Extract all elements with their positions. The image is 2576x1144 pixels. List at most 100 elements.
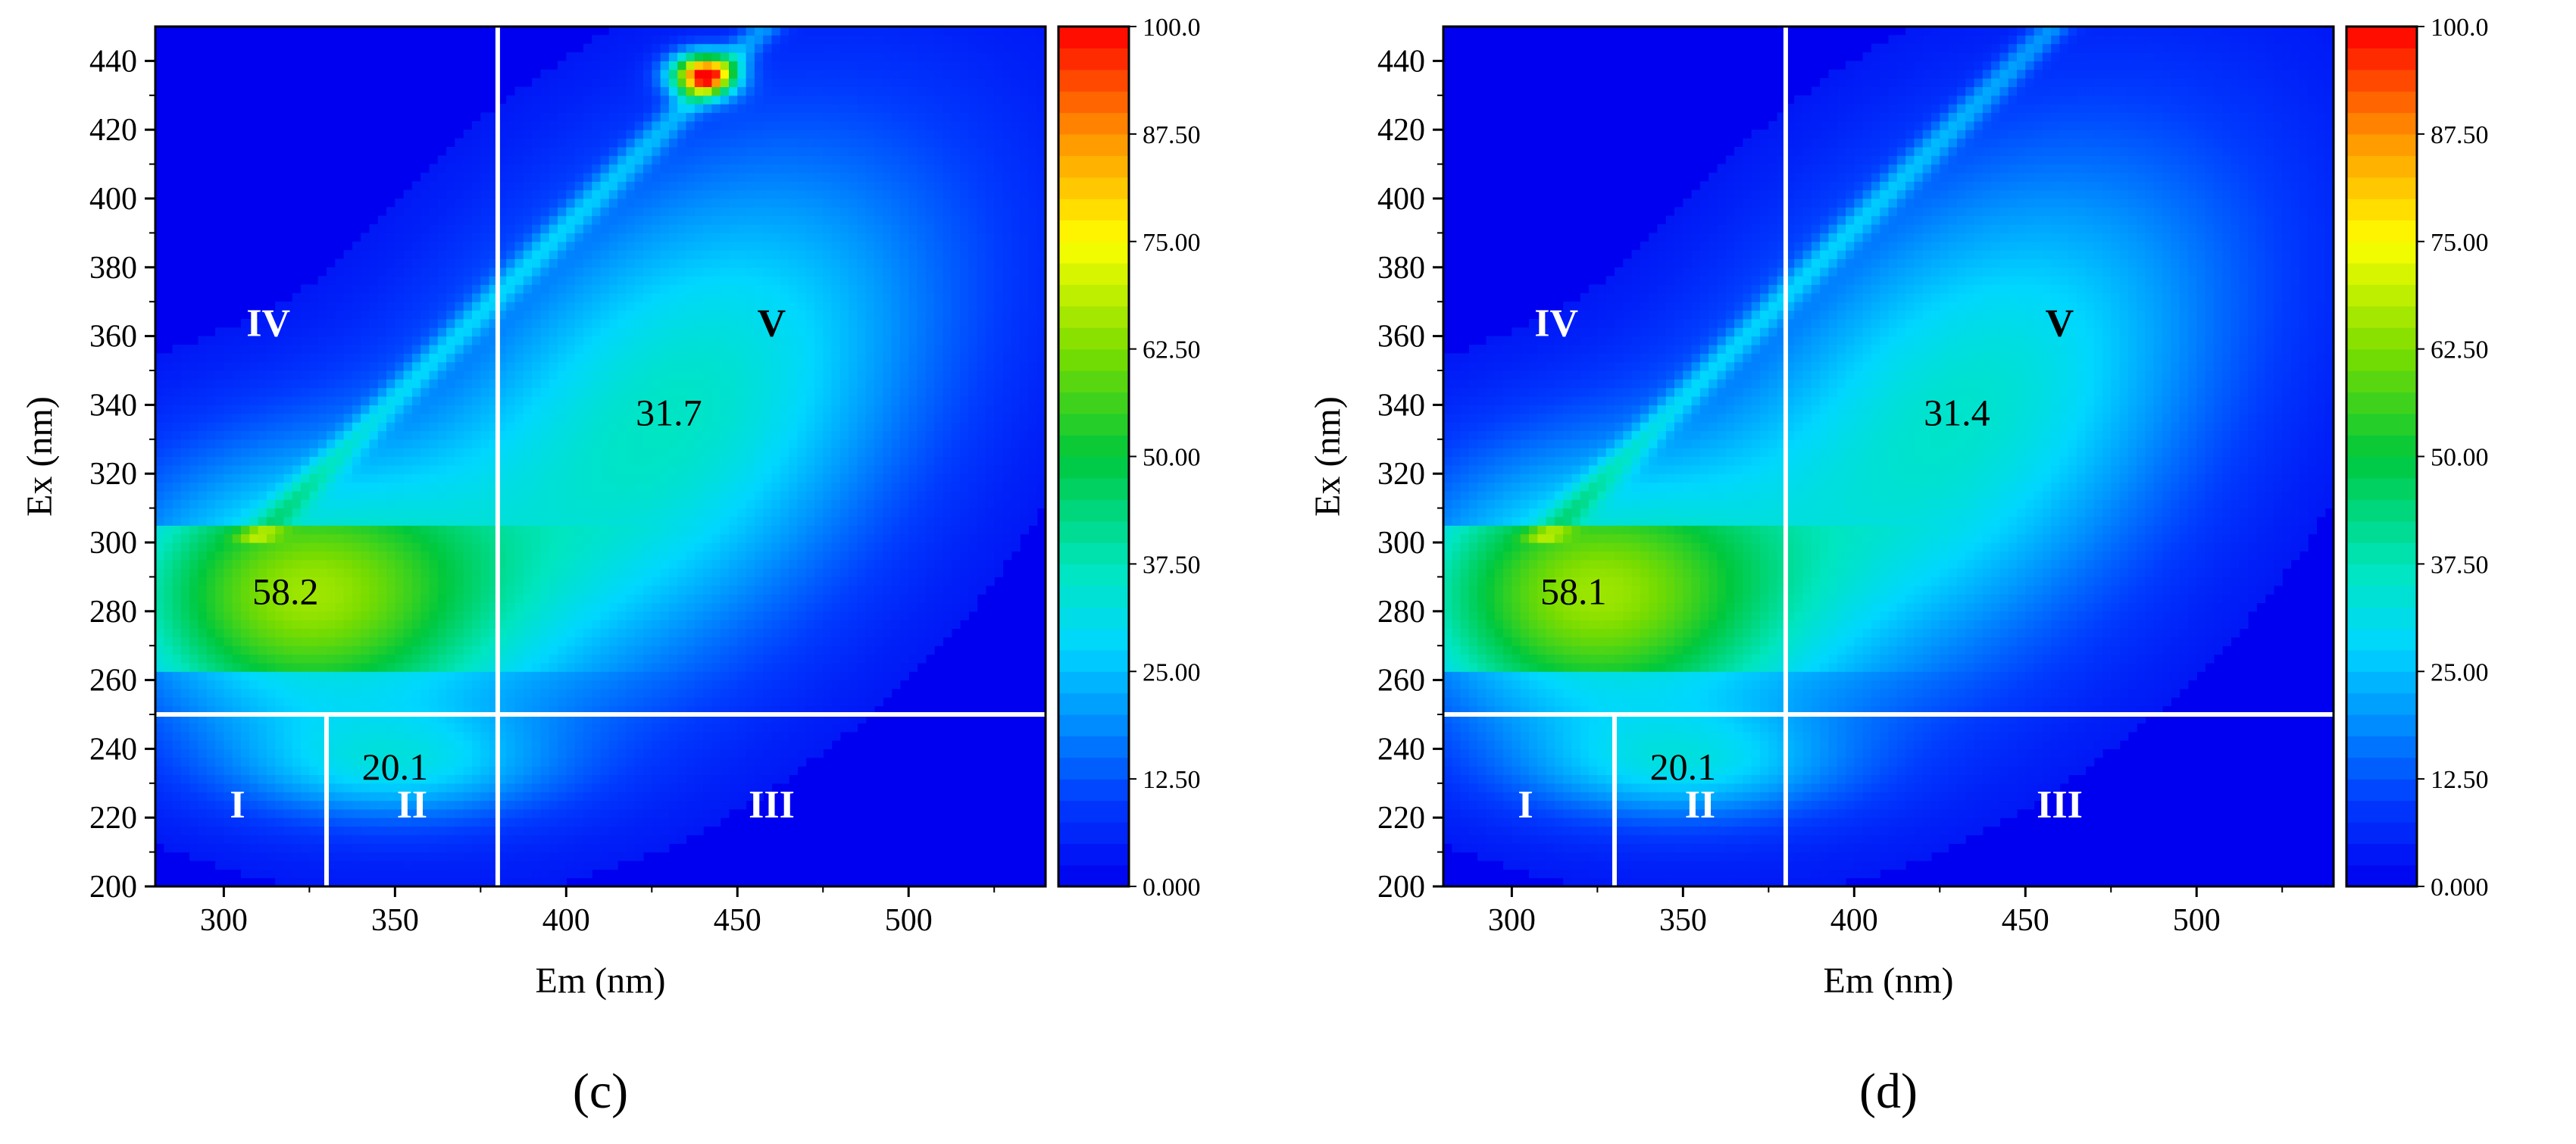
heatmap-cell <box>574 276 584 286</box>
heatmap-cell <box>660 817 670 827</box>
heatmap-cell <box>155 757 164 767</box>
heatmap-cell <box>643 361 652 371</box>
heatmap-cell <box>172 370 182 380</box>
heatmap-cell <box>626 645 636 655</box>
heatmap-cell <box>189 783 199 792</box>
heatmap-cell <box>437 714 447 724</box>
heatmap-cell <box>446 800 455 810</box>
heatmap-cell <box>480 808 490 818</box>
heatmap-cell <box>480 852 490 861</box>
heatmap-cell <box>172 490 182 500</box>
heatmap-cell <box>592 52 602 61</box>
heatmap-cell <box>411 267 421 277</box>
heatmap-cell <box>206 568 216 577</box>
heatmap-cell <box>361 336 370 345</box>
heatmap-cell <box>472 740 481 749</box>
heatmap-cell <box>266 869 276 879</box>
heatmap-cell <box>506 705 516 715</box>
heatmap-cell <box>574 800 584 810</box>
heatmap-cell <box>592 189 602 199</box>
heatmap-cell <box>480 112 490 122</box>
heatmap-cell <box>446 817 455 827</box>
heatmap-cell <box>583 69 592 79</box>
heatmap-cell <box>455 680 464 689</box>
heatmap-cell <box>164 439 174 449</box>
heatmap-cell <box>592 464 602 474</box>
heatmap-cell <box>540 241 550 251</box>
heatmap-cell <box>155 456 164 466</box>
heatmap-cell <box>411 464 421 474</box>
heatmap-cell <box>506 164 516 173</box>
heatmap-cell <box>437 731 447 741</box>
heatmap-cell <box>395 542 405 552</box>
heatmap-cell <box>583 448 592 457</box>
heatmap-cell <box>292 302 302 311</box>
heatmap-cell <box>172 430 182 440</box>
heatmap-cell <box>249 533 259 543</box>
heatmap-cell <box>241 439 250 449</box>
heatmap-cell <box>403 705 413 715</box>
heatmap-cell <box>583 662 592 672</box>
heatmap-cell <box>660 766 670 775</box>
heatmap-cell <box>626 800 636 810</box>
heatmap-cell <box>283 336 293 345</box>
heatmap-cell <box>489 422 499 431</box>
heatmap-cell <box>514 198 524 208</box>
heatmap-cell <box>472 766 481 775</box>
heatmap-cell <box>198 749 208 758</box>
heatmap-cell <box>437 697 447 707</box>
heatmap-cell <box>463 861 473 870</box>
heatmap-cell <box>558 146 567 156</box>
heatmap-cell <box>403 482 413 492</box>
heatmap-cell <box>275 602 285 612</box>
heatmap-cell <box>411 310 421 320</box>
heatmap-cell <box>583 705 592 715</box>
heatmap-cell <box>241 430 250 440</box>
heatmap-cell <box>668 233 678 242</box>
heatmap-cell <box>206 474 216 483</box>
heatmap-cell <box>514 345 524 354</box>
heatmap-cell <box>523 602 533 612</box>
heatmap-cell <box>189 542 199 552</box>
heatmap-cell <box>446 705 455 715</box>
heatmap-cell <box>617 327 627 337</box>
heatmap-cell <box>472 164 481 173</box>
heatmap-cell <box>420 662 430 672</box>
heatmap-cell <box>266 517 276 526</box>
heatmap-cell <box>472 602 481 612</box>
heatmap-cell <box>395 852 405 861</box>
heatmap-cell <box>369 387 379 397</box>
heatmap-cell <box>523 86 533 96</box>
heatmap-cell <box>420 499 430 509</box>
heatmap-cell <box>429 456 439 466</box>
heatmap-cell <box>592 843 602 853</box>
heatmap-cell <box>668 448 678 457</box>
heatmap-cell <box>574 310 584 320</box>
heatmap-cell <box>660 86 670 96</box>
heatmap-cell <box>660 112 670 122</box>
heatmap-cell <box>258 834 267 844</box>
heatmap-cell <box>180 353 190 363</box>
heatmap-cell <box>617 774 627 784</box>
heatmap-cell <box>677 731 687 741</box>
heatmap-cell <box>523 551 533 561</box>
heatmap-cell <box>437 585 447 595</box>
heatmap-cell <box>327 723 336 733</box>
heatmap-cell <box>395 302 405 311</box>
heatmap-cell <box>574 783 584 792</box>
heatmap-cell <box>592 714 602 724</box>
heatmap-cell <box>352 689 361 698</box>
heatmap-cell <box>241 800 250 810</box>
heatmap-cell <box>180 439 190 449</box>
heatmap-cell <box>446 740 455 749</box>
heatmap-cell <box>395 474 405 483</box>
heatmap-cell <box>411 396 421 405</box>
heatmap-cell <box>437 542 447 552</box>
heatmap-cell <box>420 877 430 887</box>
heatmap-cell <box>634 525 644 535</box>
heatmap-cell <box>437 620 447 629</box>
heatmap-cell <box>301 766 310 775</box>
heatmap-cell <box>566 396 576 405</box>
heatmap-cell <box>523 233 533 242</box>
heatmap-cell <box>574 499 584 509</box>
